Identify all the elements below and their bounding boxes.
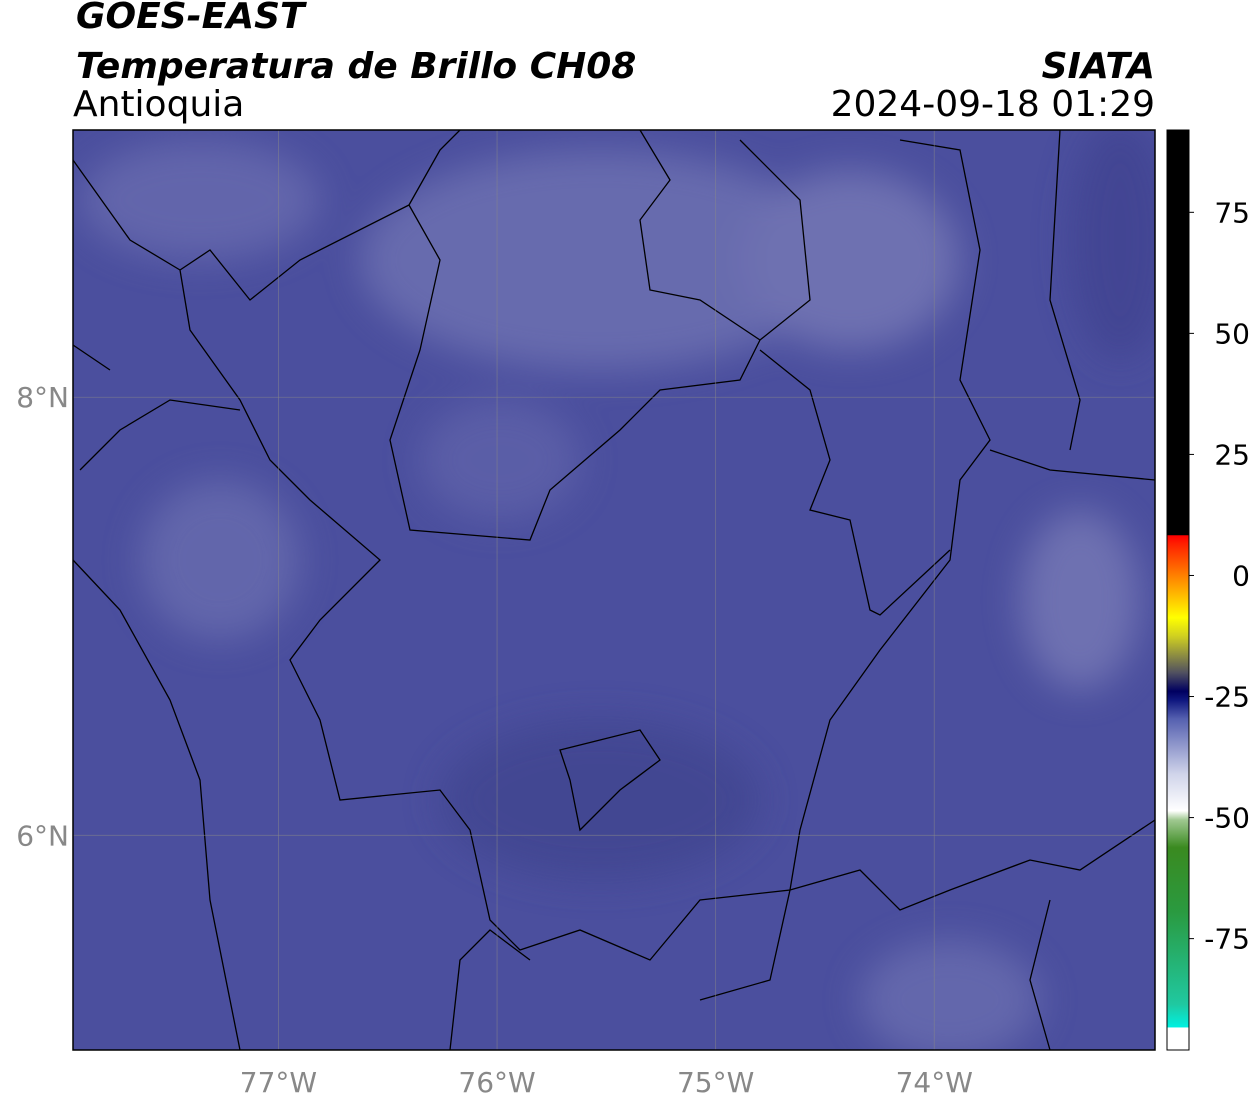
region-label: Antioquia	[73, 84, 244, 125]
y-tick-label: 6°N	[16, 819, 69, 852]
colorbar-tick-label: 0	[1232, 559, 1250, 592]
grid	[73, 130, 1155, 1050]
x-tick-label: 74°W	[896, 1066, 973, 1099]
satellite-title: GOES-EAST	[76, 0, 307, 37]
map-frame	[72, 129, 1156, 1051]
product-title: Temperatura de Brillo CH08	[76, 46, 636, 87]
colorbar-tick-label: -50	[1204, 802, 1250, 835]
colorbar-tick-label: -75	[1204, 923, 1250, 956]
source-label: SIATA	[1042, 46, 1155, 87]
colorbar-tick-label: 75	[1214, 196, 1250, 229]
colorbar-tick-label: 50	[1214, 317, 1250, 350]
colorbar	[1166, 129, 1190, 1051]
x-tick-label: 75°W	[677, 1066, 754, 1099]
map-image	[73, 130, 1155, 1050]
colorbar-tick-label: 25	[1214, 438, 1250, 471]
colorbar-tick-label: -25	[1204, 681, 1250, 714]
x-tick-label: 76°W	[458, 1066, 535, 1099]
x-tick-label: 77°W	[240, 1066, 317, 1099]
datetime-label: 2024-09-18 01:29	[831, 84, 1155, 125]
y-tick-label: 8°N	[16, 381, 69, 414]
